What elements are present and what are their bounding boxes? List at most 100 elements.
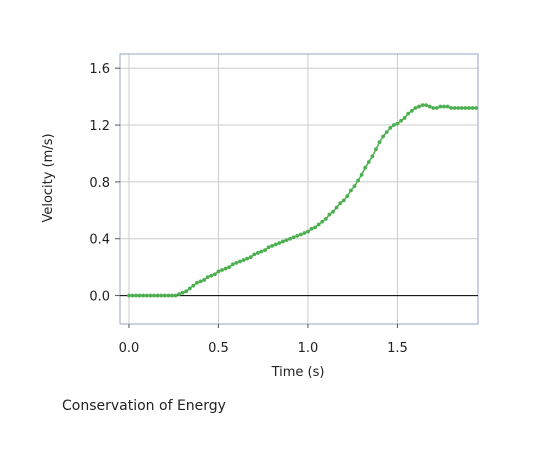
data-point: [420, 103, 425, 108]
data-point: [399, 118, 403, 123]
data-point: [238, 259, 242, 264]
data-point: [338, 201, 343, 206]
data-point: [209, 273, 214, 278]
data-point: [316, 222, 321, 227]
data-point: [144, 293, 149, 298]
data-point: [370, 154, 375, 159]
data-point: [327, 212, 332, 217]
data-point: [127, 293, 131, 298]
data-point: [227, 265, 232, 270]
data-point: [280, 239, 285, 244]
data-point: [159, 293, 164, 298]
data-point: [302, 231, 307, 235]
data-point: [295, 233, 300, 238]
x-tick-labels: 0.0 0.5 1.0 1.5: [119, 341, 408, 356]
data-point: [263, 248, 267, 253]
data-point: [438, 104, 443, 109]
data-point: [137, 293, 142, 298]
data-point: [162, 293, 167, 298]
data-point: [273, 242, 278, 247]
chart-caption: Conservation of Energy: [62, 398, 226, 414]
data-point: [377, 140, 382, 145]
data-point: [284, 238, 289, 243]
data-point: [334, 205, 339, 210]
data-point: [413, 106, 418, 110]
data-point: [184, 289, 189, 294]
data-point: [467, 106, 471, 110]
data-point: [202, 278, 207, 282]
y-axis-title: Velocity (m/s): [41, 133, 56, 222]
data-point: [452, 106, 457, 110]
data-point: [474, 106, 479, 110]
data-point: [195, 280, 199, 285]
velocity-series: [127, 103, 479, 298]
data-point: [180, 290, 185, 295]
data-point: [134, 293, 139, 298]
plot-frame: [115, 53, 479, 328]
data-point: [166, 293, 171, 298]
data-point: [255, 251, 260, 255]
grid-lines: [120, 54, 478, 324]
data-point: [198, 279, 203, 284]
data-point: [442, 104, 446, 109]
data-point: [320, 219, 325, 224]
data-point: [205, 275, 210, 280]
data-point: [406, 111, 411, 116]
data-point: [173, 293, 178, 298]
series-line: [128, 104, 477, 297]
data-point: [155, 293, 160, 298]
data-point: [434, 106, 439, 110]
data-point: [417, 104, 421, 109]
data-point: [374, 147, 378, 152]
data-point: [259, 249, 264, 254]
data-point: [449, 106, 454, 110]
data-point: [331, 209, 335, 214]
data-point: [252, 252, 257, 257]
data-point: [130, 293, 135, 298]
data-point: [402, 116, 407, 120]
data-point: [230, 262, 235, 267]
data-point: [309, 226, 314, 231]
data-point: [266, 245, 271, 250]
data-point: [427, 104, 432, 109]
data-point: [212, 272, 217, 277]
data-point: [384, 130, 389, 135]
data-point: [388, 125, 393, 130]
data-point: [187, 286, 192, 291]
data-point: [409, 108, 414, 113]
data-point: [245, 256, 249, 261]
data-point: [148, 293, 153, 298]
x-tick-label: 0.0: [119, 341, 140, 356]
x-tick-label: 1.5: [387, 341, 408, 356]
x-axis-title: Time (s): [271, 365, 325, 380]
y-tick-label: 0.4: [89, 233, 110, 248]
data-point: [191, 283, 196, 288]
data-point: [431, 106, 436, 110]
data-point: [277, 241, 282, 245]
data-point: [359, 172, 364, 177]
data-point: [141, 293, 146, 298]
data-point: [152, 293, 156, 298]
y-tick-label: 0.0: [89, 290, 110, 305]
data-point: [356, 178, 360, 183]
data-point: [456, 106, 461, 110]
data-point: [241, 258, 246, 262]
y-tick-labels: 0.0 0.4 0.8 1.2 1.6: [89, 62, 110, 304]
data-point: [341, 198, 346, 203]
data-point: [463, 106, 468, 110]
data-point: [291, 235, 296, 240]
data-point: [424, 103, 428, 108]
data-point: [170, 293, 174, 298]
y-tick-label: 0.8: [89, 176, 110, 191]
data-point: [270, 243, 275, 248]
data-point: [349, 188, 353, 193]
data-point: [223, 266, 228, 271]
y-tick-label: 1.6: [89, 62, 110, 77]
x-tick-label: 0.5: [208, 341, 229, 356]
data-point: [234, 260, 239, 265]
data-point: [323, 216, 328, 221]
y-tick-label: 1.2: [89, 119, 110, 134]
data-point: [363, 165, 368, 170]
data-point: [177, 292, 181, 297]
